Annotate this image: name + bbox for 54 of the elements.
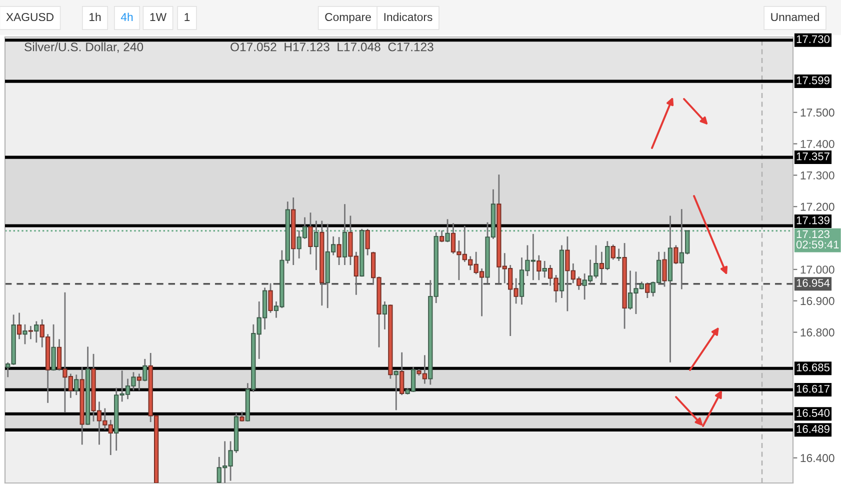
candlestick [336,236,342,266]
chart-subtitle: O17.052 H17.123 L17.048 C17.123 [230,42,434,52]
y-tick-label: 16.900 [800,297,834,306]
candlestick [400,352,404,396]
ref-line-label: 17.357 [796,152,830,160]
text: XAGUSD [6,12,54,22]
chart-title: Silver/U.S. Dollar, 240 [24,42,144,53]
y-tick-label: 16.400 [800,454,834,462]
candlestick [308,212,313,256]
candlestick [610,244,616,260]
candlestick [605,240,610,271]
candlestick [268,282,273,314]
ref-line-label: 16.489 [796,425,830,433]
ref-line-label: 16.954 [796,278,830,287]
ref-line-label: 17.730 [796,35,830,44]
candlestick [599,251,604,284]
candlestick [365,228,370,256]
text: Indicators [384,12,432,22]
candlestick [34,320,39,344]
candlestick [645,282,650,299]
y-tick-label: 17.000 [800,266,834,274]
y-tick-label: 17.500 [800,108,834,117]
y-tick-label: 17.200 [800,202,834,211]
candlestick [22,324,28,345]
text: 4h [120,12,133,21]
ref-line-label: 17.123 02:59:41 [796,230,839,248]
candlestick [240,411,244,422]
candlestick [542,260,547,278]
ref-line-label: 17.139 [796,216,830,224]
ref-line-label: 16.617 [796,384,830,393]
ref-line-label: 16.540 [796,409,830,417]
y-tick-label: 16.800 [800,328,834,336]
candlestick [142,358,148,382]
candlestick [536,254,542,281]
candlestick [16,312,22,340]
text: 1h [90,12,101,21]
text: 1W [150,13,167,21]
y-tick-label: 17.300 [800,171,834,180]
y-tick-label: 17.400 [800,140,834,148]
ref-line-label: 16.685 [796,363,830,372]
text: Unnamed [771,12,819,22]
candlestick [662,251,667,288]
candlestick [382,300,388,330]
candlestick [51,324,56,372]
candlestick [674,244,678,265]
candlestick [136,373,142,392]
text: 1 [184,13,190,21]
candlestick [440,230,444,243]
candlestick [74,374,79,396]
candlestick [28,325,34,340]
candlestick [616,248,622,262]
text: Compare [325,12,371,24]
candlestick [394,370,398,411]
ref-line-label: 17.599 [796,76,830,84]
